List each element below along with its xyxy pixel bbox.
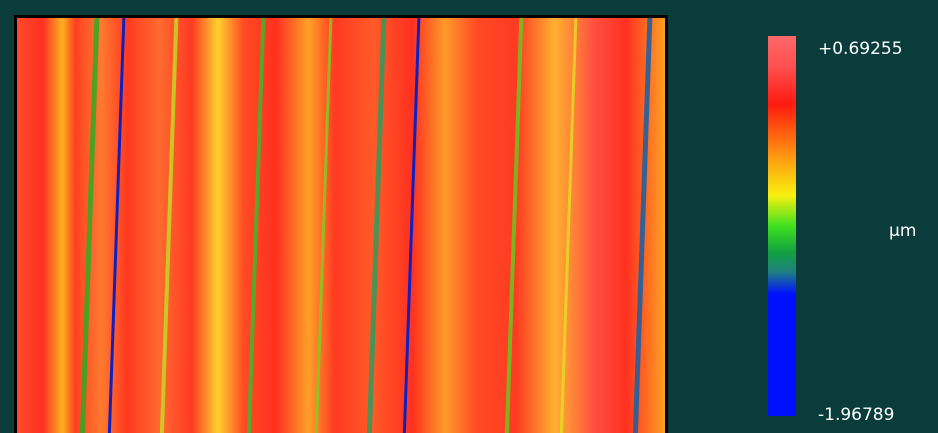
screen: +0.69255 µm -1.96789 [0, 0, 938, 433]
colorbar-min: -1.96789 [818, 405, 894, 425]
colorbar-unit: µm [889, 221, 916, 241]
surface-map [14, 15, 668, 433]
colorbar-max: +0.69255 [818, 39, 903, 59]
colorbar [768, 36, 796, 416]
